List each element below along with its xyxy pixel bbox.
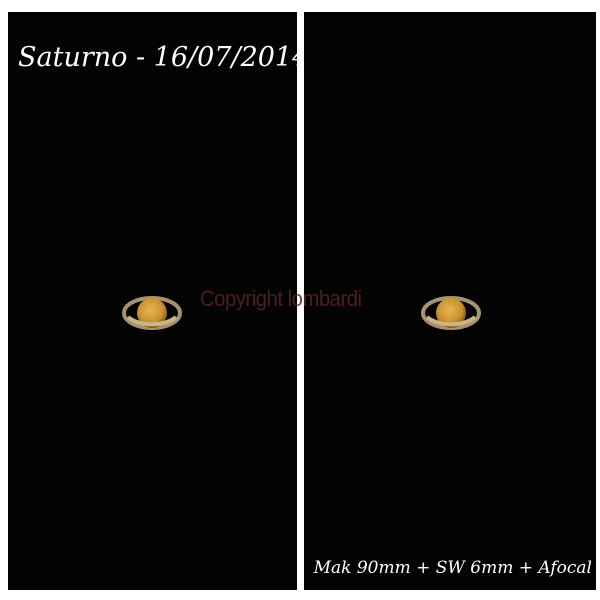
right-photo-panel: Mak 90mm + SW 6mm + Afocal bbox=[304, 12, 596, 590]
equipment-caption: Mak 90mm + SW 6mm + Afocal bbox=[313, 558, 592, 578]
saturn-image-left bbox=[122, 296, 182, 330]
photo-title: Saturno - 16/07/2014 bbox=[18, 42, 297, 73]
left-photo-panel: Saturno - 16/07/2014 bbox=[8, 12, 297, 590]
saturn-image-right bbox=[421, 296, 481, 330]
